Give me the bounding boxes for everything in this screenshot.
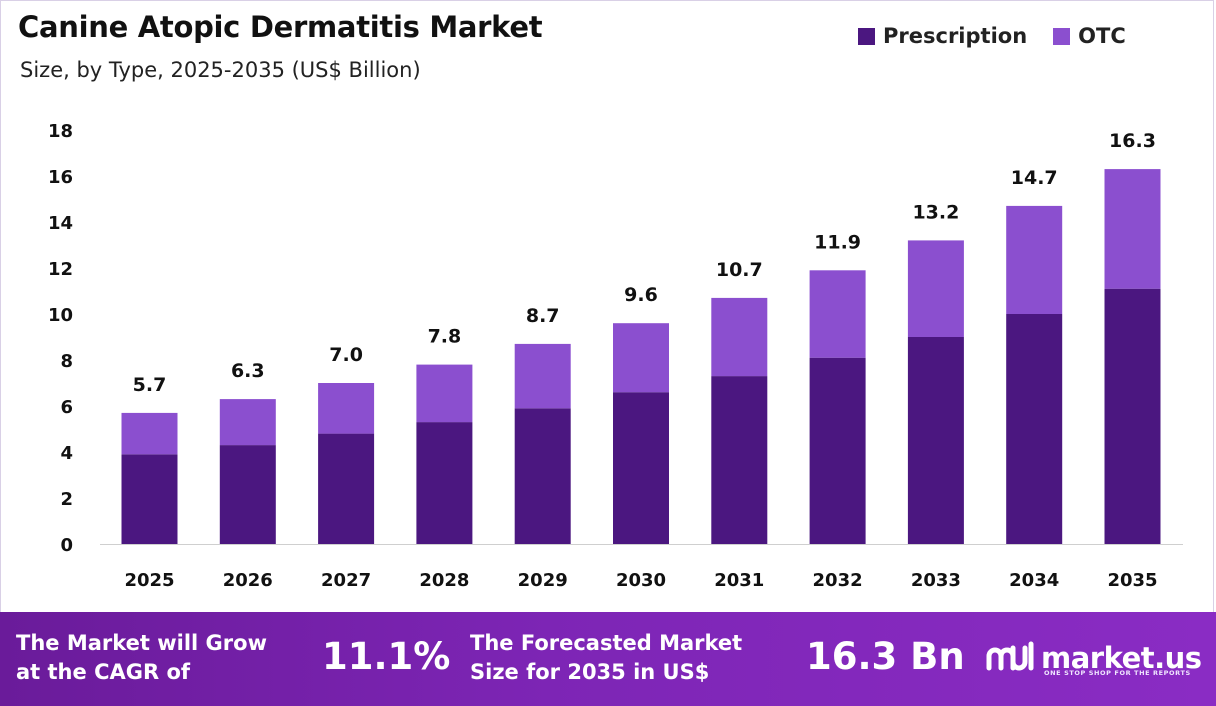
- cagr-text-line1: The Market will Grow: [16, 631, 267, 655]
- summary-banner: The Market will Grow at the CAGR of 11.1…: [0, 612, 1216, 706]
- legend-swatch-prescription: [858, 27, 875, 45]
- market-us-logo-icon: [986, 641, 1034, 671]
- cagr-text: The Market will Grow at the CAGR of: [16, 629, 267, 687]
- bar-otc-2025: [121, 412, 178, 455]
- bar-otc-2029: [514, 343, 571, 409]
- bar-prescription-2026: [219, 445, 276, 544]
- logo-tagline: ONE STOP SHOP FOR THE REPORTS: [1044, 669, 1191, 677]
- bar-prescription-2030: [613, 392, 669, 544]
- x-tick-label: 2032: [813, 570, 863, 591]
- chart-subtitle: Size, by Type, 2025-2035 (US$ Billion): [20, 58, 421, 82]
- y-tick-label: 12: [48, 259, 73, 280]
- bar-total-label: 14.7: [1011, 167, 1058, 189]
- y-tick-label: 10: [48, 305, 73, 326]
- x-tick-label: 2027: [321, 570, 371, 591]
- x-tick-label: 2035: [1107, 570, 1157, 591]
- x-tick-label: 2034: [1009, 570, 1059, 591]
- forecast-text-line1: The Forecasted Market: [470, 631, 743, 655]
- bar-prescription-2025: [121, 454, 178, 544]
- y-tick-label: 6: [60, 397, 73, 418]
- y-tick-label: 14: [48, 213, 73, 234]
- bar-prescription-2032: [809, 357, 866, 544]
- bar-total-label: 8.7: [526, 305, 560, 327]
- x-tick-label: 2025: [124, 570, 174, 591]
- bar-otc-2031: [711, 297, 768, 377]
- y-tick-label: 0: [60, 535, 73, 556]
- bar-otc-2027: [318, 383, 375, 434]
- legend-label-otc: OTC: [1078, 24, 1126, 48]
- legend: Prescription OTC: [858, 24, 1126, 48]
- bar-otc-2028: [416, 364, 473, 423]
- bar-prescription-2028: [416, 422, 473, 544]
- y-tick-label: 2: [60, 489, 73, 510]
- x-tick-label: 2026: [223, 570, 273, 591]
- bar-total-label: 6.3: [231, 360, 265, 382]
- cagr-text-line2: at the CAGR of: [16, 660, 191, 684]
- x-tick-label: 2030: [616, 570, 666, 591]
- bar-otc-2032: [809, 270, 866, 358]
- bar-otc-2035: [1104, 169, 1161, 289]
- forecast-text: The Forecasted Market Size for 2035 in U…: [470, 629, 742, 687]
- market-us-logo[interactable]: market.us: [985, 638, 1202, 678]
- bar-prescription-2033: [907, 337, 964, 544]
- x-tick-label: 2028: [419, 570, 469, 591]
- bar-otc-2033: [907, 240, 964, 337]
- bar-prescription-2029: [514, 408, 571, 544]
- bar-prescription-2027: [318, 433, 375, 544]
- bar-prescription-2034: [1006, 314, 1063, 544]
- bar-otc-2026: [219, 399, 276, 446]
- cagr-value: 11.1%: [322, 635, 451, 678]
- y-tick-label: 4: [60, 443, 73, 464]
- y-tick-label: 16: [48, 167, 73, 188]
- bar-prescription-2035: [1104, 288, 1161, 544]
- bar-total-label: 13.2: [912, 201, 959, 223]
- legend-swatch-otc: [1053, 27, 1071, 45]
- bar-total-label: 7.8: [428, 326, 462, 348]
- forecast-value: 16.3 Bn: [806, 635, 965, 678]
- bar-otc-2034: [1006, 205, 1063, 314]
- x-tick-label: 2031: [714, 570, 764, 591]
- bar-prescription-2031: [711, 376, 768, 544]
- bar-chart: 0 2 4 6 8 10 12 14 16 18 5.7 2025 6.3 2026 7.0 2027 7.8 2…: [48, 121, 1183, 591]
- legend-item-prescription: Prescription: [858, 24, 1027, 48]
- bar-total-label: 7.0: [329, 344, 363, 366]
- x-tick-label: 2029: [518, 570, 568, 591]
- legend-item-otc: OTC: [1053, 24, 1126, 48]
- bar-total-label: 5.7: [133, 374, 167, 396]
- legend-label-prescription: Prescription: [883, 24, 1028, 48]
- bar-total-label: 10.7: [716, 259, 763, 281]
- bar-total-label: 16.3: [1109, 130, 1156, 152]
- bar-total-label: 11.9: [814, 231, 861, 253]
- forecast-text-line2: Size for 2035 in US$: [470, 660, 710, 684]
- chart-title: Canine Atopic Dermatitis Market: [18, 10, 543, 44]
- y-tick-label: 8: [60, 351, 73, 372]
- bar-otc-2030: [613, 323, 669, 393]
- bar-total-label: 9.6: [624, 284, 658, 306]
- y-tick-label: 18: [48, 121, 73, 142]
- x-tick-label: 2033: [911, 570, 961, 591]
- logo-text: market.us: [1041, 641, 1202, 675]
